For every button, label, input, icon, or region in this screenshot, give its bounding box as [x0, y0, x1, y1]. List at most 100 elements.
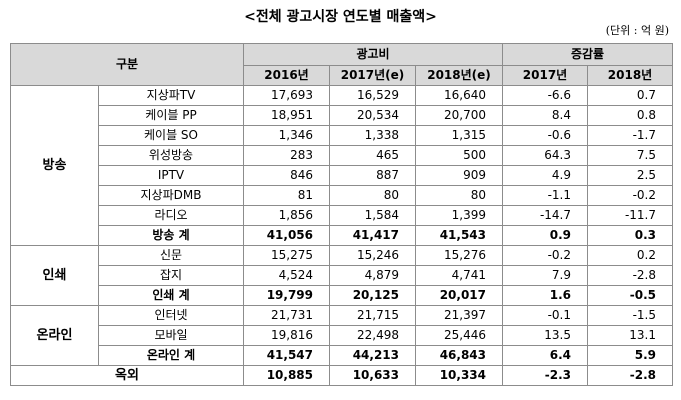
value-cell: 0.8	[587, 105, 673, 126]
value-cell: -6.6	[502, 85, 588, 106]
table-row: 위성방송 283 465 500 64.3 7.5	[11, 145, 673, 166]
value-cell: 1,338	[329, 125, 416, 146]
table-row: 케이블 PP 18,951 20,534 20,700 8.4 0.8	[11, 105, 673, 126]
table-row: 인쇄 신문 15,275 15,246 15,276 -0.2 0.2	[10, 245, 673, 306]
value-cell: 41,547	[243, 345, 330, 366]
table-row: 모바일 19,816 22,498 25,446 13.5 13.1	[11, 325, 673, 346]
row-label: 신문	[98, 245, 244, 266]
value-cell: 22,498	[329, 325, 416, 346]
value-cell: 500	[415, 145, 503, 166]
table-row: 방송 지상파TV 17,693 16,529 16,640 -6.6 0.7	[10, 85, 673, 246]
value-cell: 4,524	[243, 265, 330, 286]
value-cell: 20,017	[415, 285, 503, 306]
value-cell: 10,633	[329, 365, 416, 386]
value-cell: 10,334	[415, 365, 503, 386]
value-cell: 41,543	[415, 225, 503, 246]
value-cell: 25,446	[415, 325, 503, 346]
row-label: 라디오	[98, 205, 244, 226]
value-cell: 0.2	[587, 245, 673, 266]
row-label: 위성방송	[98, 145, 244, 166]
value-cell: 1,856	[243, 205, 330, 226]
value-cell: 15,275	[243, 245, 330, 266]
value-cell: 20,125	[329, 285, 416, 306]
value-cell: 4.9	[502, 165, 588, 186]
value-cell: 21,731	[243, 305, 330, 326]
value-cell: 13.5	[502, 325, 588, 346]
table-row: 옥외 10,885 10,633 10,334 -2.3 -2.8	[10, 365, 673, 386]
group-label: 방송	[10, 85, 99, 246]
table-row: 온라인 인터넷 21,731 21,715 21,397 -0.1 -1.5	[10, 305, 673, 366]
header-growth: 증감률	[502, 43, 673, 66]
value-cell: 46,843	[415, 345, 503, 366]
row-label: 지상파TV	[98, 85, 244, 106]
value-cell: 19,816	[243, 325, 330, 346]
value-cell: 13.1	[587, 325, 673, 346]
value-cell: -0.6	[502, 125, 588, 146]
value-cell: 41,056	[243, 225, 330, 246]
value-cell: -2.3	[502, 365, 588, 386]
value-cell: 81	[243, 185, 330, 206]
value-cell: 909	[415, 165, 503, 186]
value-cell: -0.2	[587, 185, 673, 206]
value-cell: 0.9	[502, 225, 588, 246]
value-cell: 846	[243, 165, 330, 186]
value-cell: -0.1	[502, 305, 588, 326]
value-cell: 41,417	[329, 225, 416, 246]
value-cell: 5.9	[587, 345, 673, 366]
row-label: 케이블 PP	[98, 105, 244, 126]
value-cell: 887	[329, 165, 416, 186]
value-cell: 18,951	[243, 105, 330, 126]
value-cell: 1,399	[415, 205, 503, 226]
value-cell: 64.3	[502, 145, 588, 166]
value-cell: 20,700	[415, 105, 503, 126]
value-cell: -1.5	[587, 305, 673, 326]
unit-label: (단위 : 억 원)	[605, 24, 669, 37]
value-cell: -1.1	[502, 185, 588, 206]
value-cell: 15,246	[329, 245, 416, 266]
header-category: 구분	[10, 43, 244, 86]
header-ad-cost: 광고비	[243, 43, 503, 66]
header-year: 2017년(e)	[329, 65, 416, 86]
header-growth-year: 2017년	[502, 65, 588, 86]
table-row: 지상파DMB 81 80 80 -1.1 -0.2	[11, 185, 673, 206]
row-label: IPTV	[98, 165, 244, 186]
value-cell: 16,640	[415, 85, 503, 106]
value-cell: 80	[415, 185, 503, 206]
value-cell: 4,741	[415, 265, 503, 286]
value-cell: -2.8	[587, 265, 673, 286]
total-label: 온라인 계	[98, 345, 244, 366]
table-row: 잡지 4,524 4,879 4,741 7.9 -2.8	[11, 265, 673, 286]
value-cell: 44,213	[329, 345, 416, 366]
row-label: 잡지	[98, 265, 244, 286]
value-cell: -0.2	[502, 245, 588, 266]
value-cell: 6.4	[502, 345, 588, 366]
value-cell: -0.5	[587, 285, 673, 306]
table-row: 라디오 1,856 1,584 1,399 -14.7 -11.7	[11, 205, 673, 226]
row-label: 모바일	[98, 325, 244, 346]
value-cell: 283	[243, 145, 330, 166]
value-cell: 0.3	[587, 225, 673, 246]
value-cell: 20,534	[329, 105, 416, 126]
table-row: 케이블 SO 1,346 1,338 1,315 -0.6 -1.7	[11, 125, 673, 146]
value-cell: 4,879	[329, 265, 416, 286]
value-cell: 2.5	[587, 165, 673, 186]
group-label: 인쇄	[10, 245, 99, 306]
value-cell: 0.7	[587, 85, 673, 106]
value-cell: 1.6	[502, 285, 588, 306]
value-cell: 7.5	[587, 145, 673, 166]
value-cell: 16,529	[329, 85, 416, 106]
row-label: 지상파DMB	[98, 185, 244, 206]
value-cell: -1.7	[587, 125, 673, 146]
value-cell: -2.8	[587, 365, 673, 386]
table-total-row: 온라인 계 41,547 44,213 46,843 6.4 5.9	[11, 345, 673, 366]
value-cell: 17,693	[243, 85, 330, 106]
value-cell: 1,346	[243, 125, 330, 146]
value-cell: 19,799	[243, 285, 330, 306]
total-label: 방송 계	[98, 225, 244, 246]
value-cell: 1,315	[415, 125, 503, 146]
table-total-row: 인쇄 계 19,799 20,125 20,017 1.6 -0.5	[11, 285, 673, 306]
row-label: 케이블 SO	[98, 125, 244, 146]
header-year: 2016년	[243, 65, 330, 86]
table-body: 방송 지상파TV 17,693 16,529 16,640 -6.6 0.7 케이블 PP 18…	[10, 85, 673, 386]
value-cell: -11.7	[587, 205, 673, 226]
